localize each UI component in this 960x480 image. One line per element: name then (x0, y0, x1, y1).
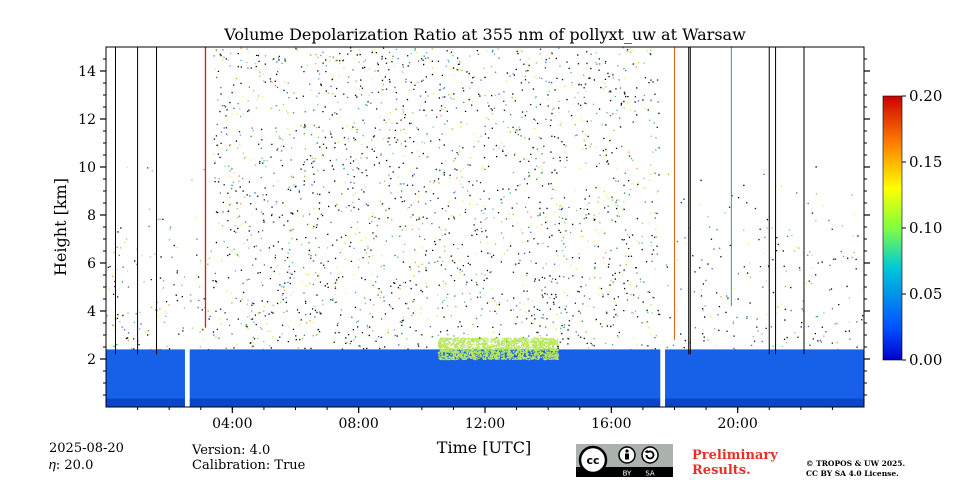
date-label: 2025-08-20 (49, 441, 124, 456)
x-tick-label: 20:00 (717, 416, 757, 432)
colorbar-axis: 0.00 0.05 0.10 0.15 0.20 (902, 87, 942, 369)
cc-license-badge: cc BY SA (576, 444, 673, 477)
chart-title: Volume Depolarization Ratio at 355 nm of… (224, 25, 746, 44)
preliminary-note: Preliminary Results. (692, 448, 778, 478)
colorbar-tick-label: 0.15 (909, 153, 942, 171)
colorbar-tick-label: 0.05 (909, 285, 942, 303)
copyright-note: © TROPOS & UW 2025. CC BY SA 4.0 License… (806, 459, 905, 479)
sa-text: SA (645, 470, 655, 478)
y-tick-label: 4 (87, 304, 96, 320)
data-gap (184, 47, 190, 407)
colorbar-tick-label: 0.00 (909, 351, 942, 369)
colorbar (882, 95, 903, 361)
y-tick-label: 14 (78, 64, 96, 80)
colorbar-tick-label: 0.20 (909, 87, 942, 105)
y-axis-label: Height [km] (51, 178, 70, 276)
calibration-label: Calibration: True (192, 458, 306, 473)
x-tick-label: 16:00 (591, 416, 631, 432)
preliminary-line-2: Results. (692, 463, 751, 478)
by-text: BY (623, 470, 632, 478)
version-label: Version: 4.0 (192, 443, 271, 458)
y-axis: 2 4 6 8 10 12 14 (78, 58, 870, 396)
x-tick-label: 08:00 (338, 416, 378, 432)
x-axis: 04:00 08:00 12:00 16:00 20:00 (137, 407, 833, 432)
colorbar-tick-label: 0.10 (909, 219, 942, 237)
vertical-artifacts (114, 47, 805, 355)
y-tick-label: 6 (87, 256, 96, 272)
y-tick-label: 12 (78, 112, 96, 128)
y-tick-label: 8 (87, 208, 96, 224)
cc-icon-text: cc (586, 454, 599, 467)
heatmap-fills (106, 47, 864, 407)
x-axis-label: Time [UTC] (437, 438, 531, 457)
cloud-layer (437, 337, 560, 361)
copyright-line-2: CC BY SA 4.0 License. (806, 469, 899, 478)
eta-label: 𝜂: 20.0 (49, 458, 94, 473)
x-tick-label: 04:00 (212, 416, 252, 432)
y-tick-label: 2 (87, 352, 96, 368)
cc-icon (578, 445, 608, 475)
sa-icon (641, 446, 659, 464)
y-tick-label: 10 (78, 160, 96, 176)
data-gap (660, 47, 666, 407)
surface-layer (106, 398, 864, 407)
x-tick-label: 12:00 (465, 416, 505, 432)
copyright-line-1: © TROPOS & UW 2025. (806, 459, 906, 468)
preliminary-line-1: Preliminary (692, 448, 778, 463)
